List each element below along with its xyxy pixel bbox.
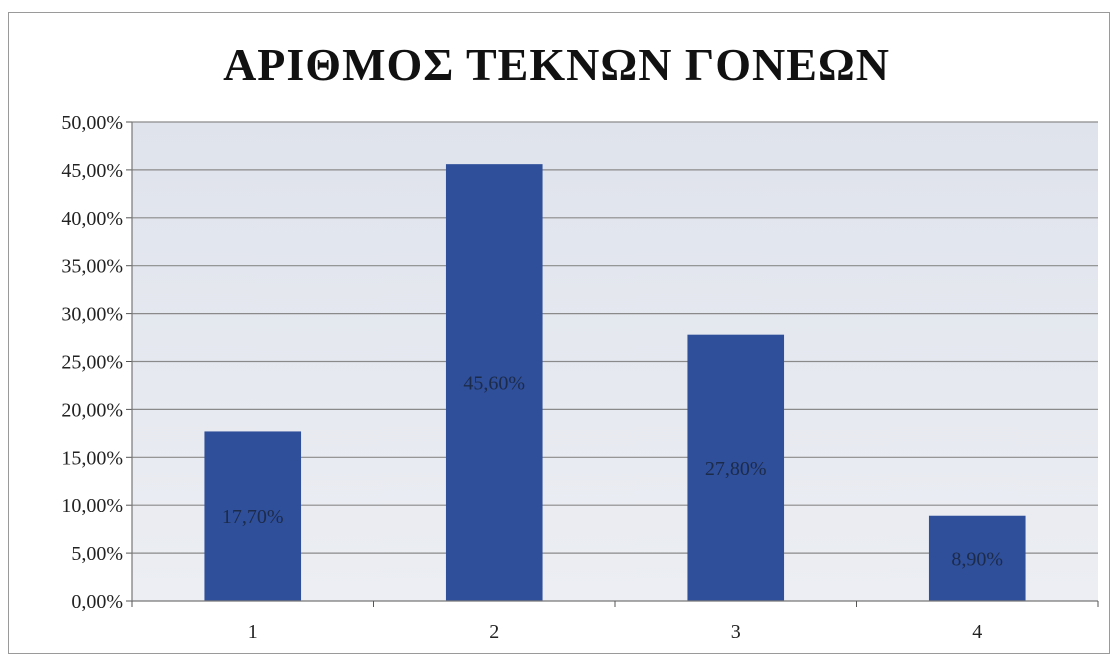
bar-4 bbox=[928, 515, 1026, 601]
y-tick-label: 25,00% bbox=[61, 352, 123, 374]
y-tick-label: 5,00% bbox=[71, 543, 123, 565]
y-tick-label: 50,00% bbox=[61, 112, 123, 134]
bar-1 bbox=[204, 431, 302, 601]
y-tick-label: 10,00% bbox=[61, 495, 123, 517]
x-tick-label: 4 bbox=[972, 621, 982, 643]
bar-2 bbox=[445, 164, 543, 602]
x-tick-label: 2 bbox=[489, 621, 499, 643]
bar-3 bbox=[687, 334, 785, 601]
bars bbox=[204, 164, 1026, 602]
data-label: 45,60% bbox=[463, 373, 525, 395]
y-tick-label: 0,00% bbox=[71, 591, 123, 613]
data-label: 8,90% bbox=[951, 548, 1003, 570]
y-tick-label: 40,00% bbox=[61, 208, 123, 230]
y-tick-label: 30,00% bbox=[61, 304, 123, 326]
axes bbox=[126, 121, 1099, 607]
data-label: 17,70% bbox=[222, 506, 284, 528]
labels: 0,00% 5,00% 10,00% 15,00% 20,00% 25,00% 30,00%… bbox=[61, 112, 1003, 643]
y-tick-label: 15,00% bbox=[61, 447, 123, 469]
data-label: 27,80% bbox=[705, 458, 767, 480]
y-tick-label: 45,00% bbox=[61, 160, 123, 182]
y-tick-label: 35,00% bbox=[61, 256, 123, 278]
x-tick-label: 3 bbox=[731, 621, 741, 643]
chart-title: ΑΡΙΘΜΟΣ ΤΕΚΝΩΝ ΓΟΝΕΩΝ bbox=[223, 39, 890, 90]
x-tick-label: 1 bbox=[248, 621, 258, 643]
y-tick-label: 20,00% bbox=[61, 399, 123, 421]
